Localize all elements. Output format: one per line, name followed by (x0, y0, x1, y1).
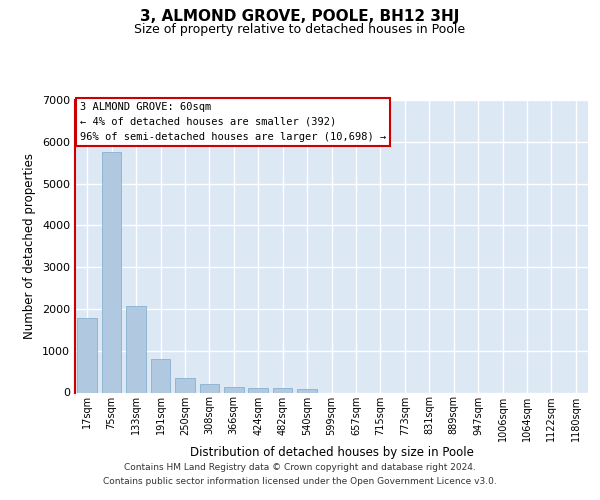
Bar (127, 306, 146, 392)
Text: Contains HM Land Registry data © Crown copyright and database right 2024.: Contains HM Land Registry data © Crown c… (124, 464, 476, 472)
Bar (273, 388, 292, 392)
Bar (248, 388, 268, 392)
Y-axis label: Number of detached properties: Number of detached properties (23, 153, 37, 340)
Bar (297, 389, 317, 392)
Bar (77, 318, 97, 392)
Text: 3, ALMOND GROVE, POOLE, BH12 3HJ: 3, ALMOND GROVE, POOLE, BH12 3HJ (140, 9, 460, 24)
Text: 3 ALMOND GROVE: 60sqm
← 4% of detached houses are smaller (392)
96% of semi-deta: 3 ALMOND GROVE: 60sqm ← 4% of detached h… (80, 102, 386, 142)
Text: Size of property relative to detached houses in Poole: Size of property relative to detached ho… (134, 24, 466, 36)
Bar (224, 388, 244, 392)
Text: Contains public sector information licensed under the Open Government Licence v3: Contains public sector information licen… (103, 477, 497, 486)
Bar (151, 359, 170, 392)
Bar (175, 378, 194, 392)
Bar (200, 384, 219, 392)
Bar (102, 152, 121, 392)
X-axis label: Distribution of detached houses by size in Poole: Distribution of detached houses by size … (190, 446, 473, 460)
